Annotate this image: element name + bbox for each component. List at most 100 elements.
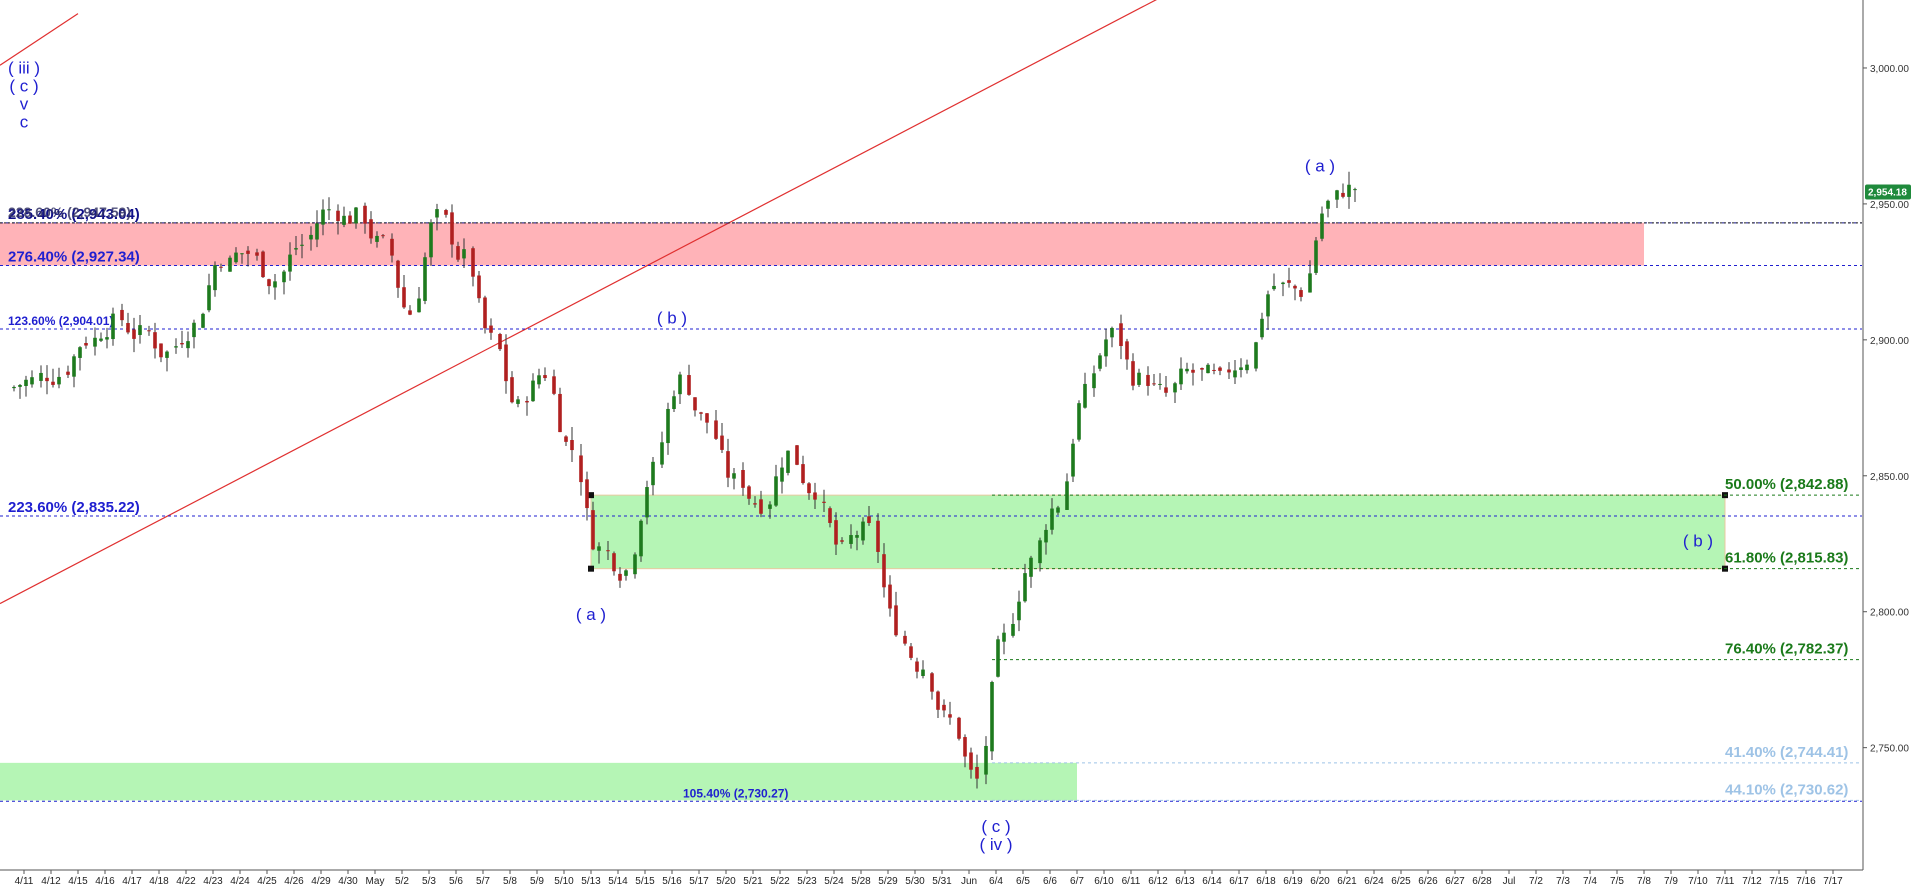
- candle-body: [807, 483, 811, 494]
- candle-body: [1227, 369, 1231, 373]
- candle-body: [1299, 290, 1303, 297]
- candle-body: [228, 257, 232, 272]
- candle-body: [1173, 383, 1177, 393]
- candle-body: [444, 210, 448, 215]
- elliott-wave-labels: ( iii )( c )vc( b )( a )( c )( iv )( a )…: [8, 58, 1713, 854]
- candle-body: [429, 222, 433, 258]
- x-tick-label: 7/16: [1796, 876, 1816, 887]
- candle-body: [483, 297, 487, 329]
- candle-body: [309, 234, 313, 240]
- candle-body: [300, 244, 304, 246]
- x-tick-label: 6/21: [1337, 876, 1357, 887]
- x-tick-label: 5/6: [449, 876, 463, 887]
- x-tick-label: 6/14: [1202, 876, 1222, 887]
- candle-body: [705, 413, 709, 423]
- x-tick-label: 5/24: [824, 876, 844, 887]
- candle-body: [936, 691, 940, 710]
- x-tick-label: 6/6: [1043, 876, 1057, 887]
- candle-body: [477, 275, 481, 299]
- trendlines: [0, 0, 1158, 605]
- x-tick-label: 7/17: [1823, 876, 1843, 887]
- candle-body: [849, 535, 853, 544]
- candle-body: [57, 376, 61, 385]
- candle-body: [774, 476, 778, 506]
- candle-body: [639, 520, 643, 557]
- candle-body: [408, 310, 412, 315]
- candle-body: [969, 752, 973, 770]
- candle-body: [375, 235, 379, 242]
- x-tick-label: May: [366, 876, 385, 887]
- candle-body: [381, 235, 385, 237]
- last-price-badge: [1865, 184, 1911, 200]
- candle-body: [1056, 507, 1060, 513]
- candle-body: [828, 508, 832, 523]
- candle-body: [390, 238, 394, 256]
- candle-body: [624, 570, 628, 576]
- level-label: 105.40% (2,730.27): [683, 786, 788, 800]
- candle-body: [1038, 540, 1042, 564]
- candle-body: [579, 455, 583, 483]
- candle-body: [504, 344, 508, 382]
- candle-body: [201, 313, 205, 328]
- candle-body: [795, 445, 799, 465]
- candle-body: [693, 397, 697, 411]
- last-price-label: 2,954.18: [1868, 188, 1907, 199]
- x-tick-label: 4/23: [203, 876, 223, 887]
- candle-body: [618, 573, 622, 581]
- x-tick-label: 6/4: [989, 876, 1003, 887]
- candle-body: [1260, 318, 1264, 338]
- x-tick-label: 6/17: [1229, 876, 1249, 887]
- x-tick-label: 5/10: [554, 876, 574, 887]
- x-tick-label: 4/15: [68, 876, 88, 887]
- candle-body: [591, 510, 595, 550]
- candle-body: [840, 540, 844, 542]
- candle-body: [1341, 192, 1345, 197]
- candle-body: [741, 470, 745, 488]
- x-tick-label: 7/11: [1716, 876, 1735, 887]
- candle-body: [1092, 373, 1096, 389]
- candle-body: [234, 252, 238, 263]
- x-tick-label: 5/7: [476, 876, 490, 887]
- x-tick-label: 4/30: [338, 876, 358, 887]
- candle-body: [666, 408, 670, 444]
- candle-body: [363, 205, 367, 224]
- x-tick-label: 7/12: [1742, 876, 1762, 887]
- x-tick-label: Jun: [961, 876, 977, 887]
- wave-label: ( iii ): [8, 58, 40, 77]
- candle-body: [78, 347, 82, 358]
- candle-body: [1353, 189, 1357, 191]
- candle-body: [282, 271, 286, 283]
- candle-body: [180, 343, 184, 345]
- candle-body: [1011, 623, 1015, 636]
- candle-body: [645, 487, 649, 518]
- candle-body: [489, 325, 493, 333]
- candle-body: [1272, 285, 1276, 290]
- candle-body: [93, 337, 97, 347]
- candle-body: [1212, 369, 1216, 371]
- candle-body: [948, 714, 952, 718]
- candle-body: [1218, 367, 1222, 371]
- candle-body: [12, 386, 16, 389]
- candle-body: [651, 461, 655, 486]
- x-tick-label: 4/22: [176, 876, 196, 887]
- candle-body: [348, 215, 352, 224]
- candle-body: [207, 285, 211, 311]
- candle-body: [909, 646, 913, 658]
- candle-body: [1104, 339, 1108, 357]
- candle-body: [219, 266, 223, 268]
- x-tick-label: 6/19: [1283, 876, 1303, 887]
- candle-body: [1050, 508, 1054, 530]
- support-zone: [0, 762, 1077, 801]
- candle-body: [564, 436, 568, 442]
- candle-body: [1131, 361, 1135, 386]
- x-tick-label: 5/14: [608, 876, 628, 887]
- wave-label: ( c ): [981, 817, 1010, 836]
- x-tick-label: 5/3: [422, 876, 436, 887]
- x-tick-label: 7/10: [1688, 876, 1708, 887]
- candle-body: [186, 341, 190, 349]
- candle-body: [261, 251, 265, 278]
- x-tick-label: Jul: [1503, 876, 1516, 887]
- candle-body: [834, 520, 838, 545]
